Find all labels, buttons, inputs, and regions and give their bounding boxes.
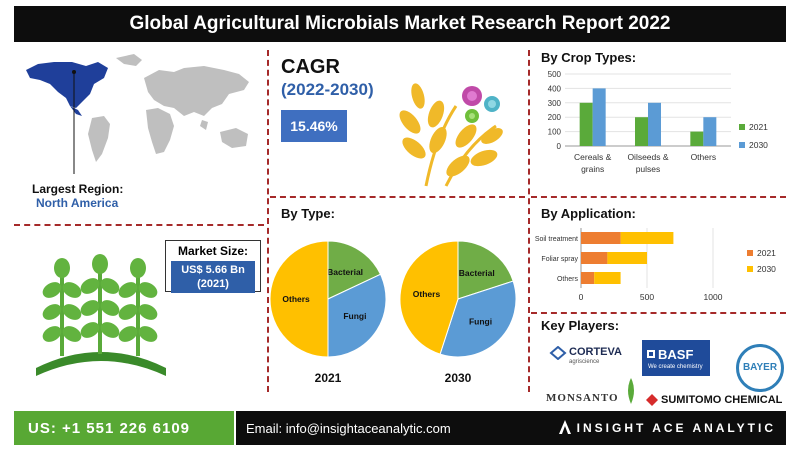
corteva-logo: CORTEVA agriscience <box>549 344 622 368</box>
pie-slice-others <box>399 240 459 355</box>
x-tick-label: Cereals & <box>574 152 612 162</box>
basf-tagline: We create chemistry <box>648 364 703 370</box>
legend-label: 2021 <box>757 248 776 258</box>
bar-2021 <box>635 117 648 146</box>
x-tick-label: pulses <box>636 164 661 174</box>
bayer-name: BAYER <box>742 362 778 373</box>
footer-brand: INSIGHT ACE ANALYTIC <box>558 420 776 435</box>
market-size-amount: US$ 5.66 Bn <box>181 264 245 276</box>
legend-swatch <box>739 142 745 148</box>
x-tick-label: Others <box>691 152 717 162</box>
divider-right-row1 <box>531 196 786 198</box>
basf-logo: BASF We create chemistry <box>642 340 710 376</box>
divider-left-row <box>14 224 264 226</box>
legend-label: 2030 <box>749 140 768 150</box>
pie-label: Bacterial <box>327 267 363 277</box>
x-tick-label: 0 <box>579 292 584 302</box>
pie-year-label: 2030 <box>445 371 472 385</box>
footer-phone[interactable]: US: +1 551 226 6109 <box>14 411 234 445</box>
pie-label: Others <box>282 294 310 304</box>
by-type-title: By Type: <box>281 206 335 221</box>
y-tick-label: 200 <box>548 113 562 122</box>
by-application-title: By Application: <box>541 206 636 221</box>
pie-label: Bacterial <box>459 268 495 278</box>
crop-type-chart: 0 100 200 300 400 500 Cereals & grains Oilseeds … <box>548 70 769 174</box>
x-tick-label: Oilseeds & <box>627 152 668 162</box>
footer-brand-text: INSIGHT ACE ANALYTIC <box>576 421 776 435</box>
divider-mid-row <box>270 196 525 198</box>
cagr-period: (2022-2030) <box>281 80 374 99</box>
pie-label: Fungi <box>469 317 492 327</box>
bar-2030 <box>592 88 606 146</box>
plants-illustration <box>36 254 166 376</box>
y-tick-label: 500 <box>548 70 562 79</box>
corteva-tagline: agriscience <box>569 359 600 365</box>
bar-2030 <box>620 232 674 244</box>
by-crop-title: By Crop Types: <box>541 50 637 65</box>
legend-label: 2021 <box>749 122 768 132</box>
pie-slice-bacterial <box>327 240 382 300</box>
pie-label: Others <box>413 289 441 299</box>
legend-swatch <box>747 266 753 272</box>
world-map <box>26 54 249 174</box>
x-tick-label: 500 <box>640 292 654 302</box>
market-size-label: Market Size: <box>177 244 249 258</box>
y-tick-label: Soil treatment <box>535 236 578 243</box>
divider-right <box>528 50 530 392</box>
footer-contact-bar: Email: info@insightaceanalytic.com INSIG… <box>236 411 786 445</box>
pie-label: Fungi <box>343 311 366 321</box>
basf-name: BASF <box>658 347 694 362</box>
sumitomo-mark-icon <box>646 394 658 406</box>
y-tick-label: 300 <box>548 99 562 108</box>
x-tick-label: 1000 <box>704 292 723 302</box>
divider-right-row2 <box>531 312 786 314</box>
bar-2021 <box>581 272 595 284</box>
cagr-value: 15.46% <box>281 110 347 142</box>
bar-2030 <box>703 117 717 146</box>
y-tick-label: Others <box>557 276 579 283</box>
cagr-title: CAGR <box>281 56 340 78</box>
bar-2030 <box>607 252 647 264</box>
legend-label: 2030 <box>757 264 776 274</box>
y-tick-label: 400 <box>548 84 562 93</box>
legend-swatch <box>739 124 745 130</box>
bar-2021 <box>579 102 593 146</box>
divider-left <box>267 50 269 392</box>
pie-slice-bacterial <box>457 240 514 300</box>
bar-2021 <box>690 131 704 146</box>
by-type-pies: Bacterial Fungi Others 2021 Bacterial Fungi Ot… <box>269 240 517 385</box>
y-tick-label: 0 <box>557 142 562 151</box>
north-america-highlight <box>26 62 108 108</box>
market-size-value: US$ 5.66 Bn (2021) <box>171 261 255 293</box>
y-tick-label: Foliar spray <box>541 256 578 263</box>
market-size-year: (2021) <box>197 278 229 290</box>
monsanto-leaf-icon <box>628 378 634 404</box>
key-players-title: Key Players: <box>541 318 620 333</box>
sumitomo-logo: SUMITOMO CHEMICAL <box>661 394 783 406</box>
bar-2030 <box>594 272 621 284</box>
legend-swatch <box>747 250 753 256</box>
corteva-name: CORTEVA <box>569 346 622 358</box>
market-size-box: Market Size: US$ 5.66 Bn (2021) <box>165 240 261 293</box>
monsanto-logo: MONSANTO <box>546 392 619 404</box>
x-tick-label: grains <box>581 164 604 174</box>
pie-slice-fungi <box>327 273 387 358</box>
pie-slice-others <box>269 240 329 358</box>
application-chart: 0 500 1000 Soil treatment Foliar spray Others… <box>535 228 776 302</box>
y-tick-label: 100 <box>548 128 562 137</box>
corteva-mark-icon <box>549 346 567 360</box>
pie-year-label: 2021 <box>315 371 342 385</box>
bar-2030 <box>648 102 661 146</box>
basf-mark-icon <box>647 350 655 358</box>
bayer-logo: BAYER <box>736 344 784 392</box>
largest-region-value: North America <box>36 196 119 210</box>
brand-logo-icon <box>558 420 571 434</box>
pie-slice-fungi <box>439 280 517 358</box>
largest-region-label: Largest Region: <box>32 182 124 196</box>
report-title: Global Agricultural Microbials Market Re… <box>14 6 786 42</box>
footer-email[interactable]: Email: info@insightaceanalytic.com <box>246 420 451 436</box>
bar-2021 <box>581 232 621 244</box>
wheat-microbes-illustration <box>399 83 503 187</box>
bar-2021 <box>581 252 608 264</box>
